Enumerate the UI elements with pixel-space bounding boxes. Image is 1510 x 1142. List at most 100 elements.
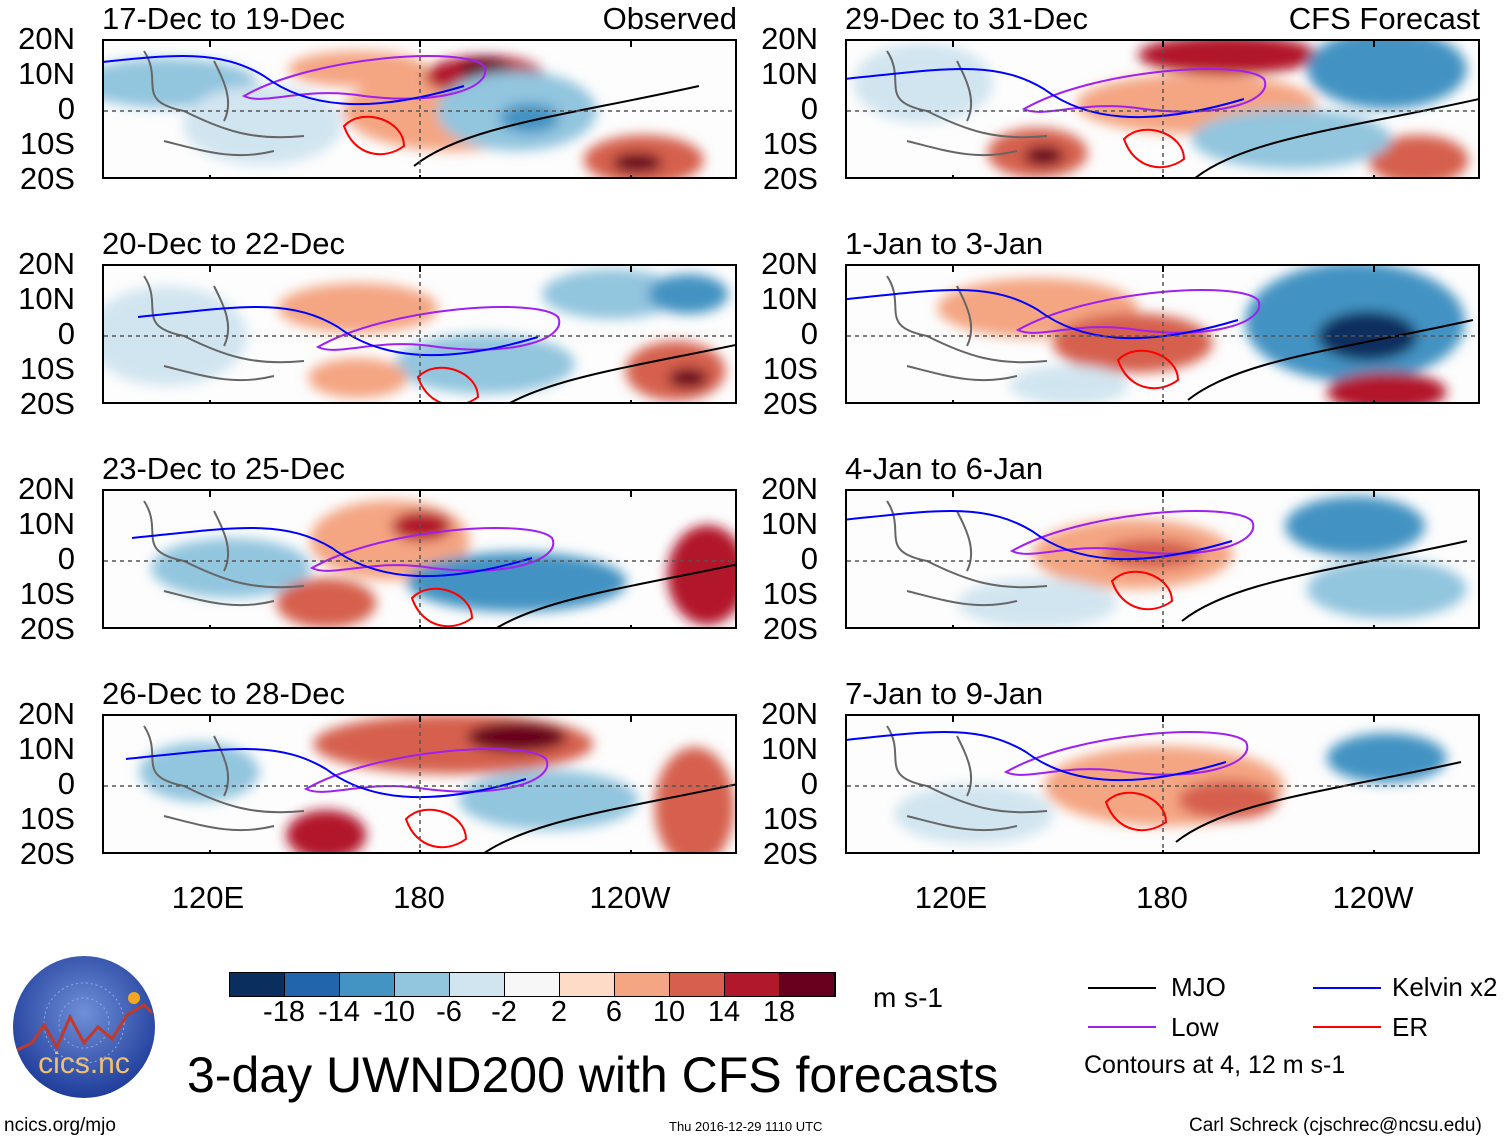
colorbar-tick-label: 14 [707,996,741,1028]
colorbar-units: m s-1 [873,982,943,1013]
colorbar-swatch [450,973,505,996]
lat-label: 10S [19,126,75,161]
contour-line [847,510,1233,561]
contour-note: Contours at 4, 12 m s-1 [1084,1051,1346,1079]
contour-line [1175,761,1462,843]
map-panel [102,39,737,179]
lat-label: 20N [18,246,75,281]
lat-label: 20S [762,611,818,646]
anomaly-area [1138,41,1318,75]
map-panel [102,264,737,404]
lat-label: 20N [761,471,818,506]
colorbar-tick-label: -14 [318,996,360,1028]
colorbar-tick-label: 6 [605,996,623,1028]
map-panel [845,489,1480,629]
footer-link[interactable]: ncics.org/mjo [4,1115,116,1136]
contour-line [1122,128,1186,169]
lat-label: 0 [800,91,818,126]
panel-title: 26-Dec to 28-Dec [102,676,345,711]
contour-line [496,563,735,627]
lat-label: 20N [761,246,818,281]
map-panel [845,264,1480,404]
lat-label: 20N [761,696,818,731]
lon-label: 180 [1136,880,1188,915]
colorbar-swatch [340,973,395,996]
anomaly-area [542,269,682,319]
panel-title: 23-Dec to 25-Dec [102,451,345,486]
footer-author: Carl Schreck (cjschrec@ncsu.edu) [1189,1115,1482,1136]
legend-swatch-mjo [1088,987,1156,989]
lat-label: 10S [762,576,818,611]
anomaly-area [458,770,639,830]
panel-tag: Observed [602,1,737,36]
contour-line [1187,319,1474,401]
contour-line [131,527,533,578]
colorbar-tick-label: -18 [263,996,305,1028]
lat-label: 20S [762,836,818,871]
panel-title: 17-Dec to 19-Dec [102,1,345,36]
contour-line [483,783,735,852]
cics-logo: cics.nc [12,955,157,1100]
lat-label: 20S [762,386,818,421]
colorbar-swatch [395,973,450,996]
lat-label: 20S [19,836,75,871]
map-panel [102,489,737,629]
contour-line [509,344,735,402]
lat-label: 10N [761,731,818,766]
anomaly-area [278,283,438,333]
legend-swatch-kelvin [1313,987,1381,989]
lat-label: 20S [19,386,75,421]
contour-line [1104,791,1168,832]
contour-line [125,748,527,799]
anomaly-area [1009,365,1130,402]
colorbar-tick-label: 2 [550,996,568,1028]
colorbar [229,972,836,997]
map-panel [102,714,737,854]
contour-line [847,731,1227,782]
anomaly-area [182,85,343,165]
lat-label: 20N [761,21,818,56]
lat-label: 10N [18,281,75,316]
colorbar-swatch [725,973,780,996]
lon-label: 120W [589,880,671,915]
lon-label: 120W [1332,880,1414,915]
legend-label-mjo: MJO [1171,972,1226,1002]
legend-label-er: ER [1392,1012,1429,1042]
lon-label: 180 [393,880,445,915]
lon-label: 120E [171,880,245,915]
anomaly-area [1326,733,1447,783]
colorbar-swatch [670,973,725,996]
contour-line [1116,349,1180,390]
lat-label: 20S [19,161,75,196]
lat-label: 10N [761,506,818,541]
lat-label: 10N [761,281,818,316]
logo-text: cics.nc [38,1047,130,1080]
anomaly-area [894,784,1054,844]
contour-line [1181,540,1468,622]
anomaly-area [668,368,709,388]
anomaly-area [1306,41,1467,109]
lat-label: 0 [57,316,75,351]
lat-label: 10S [19,801,75,836]
anomaly-area [499,103,560,133]
lat-label: 20N [18,21,75,56]
anomaly-area [1368,135,1469,177]
legend-label-low: Low [1171,1012,1219,1042]
anomaly-area [288,51,428,87]
anomaly-area [957,578,1118,627]
lat-label: 20N [18,471,75,506]
anomaly-area [391,511,452,541]
anomaly-area [1285,496,1425,556]
anomaly-area [308,358,408,398]
anomaly-area [151,538,311,598]
panel-title: 1-Jan to 3-Jan [845,226,1044,261]
lon-label: 120E [914,880,988,915]
contour-line [137,306,539,357]
lat-label: 10S [762,126,818,161]
contour-line [342,115,406,156]
lat-label: 10N [761,56,818,91]
lat-label: 0 [800,316,818,351]
anomaly-area [648,274,729,314]
colorbar-tick-label: 18 [762,996,796,1028]
lat-label: 10S [19,351,75,386]
